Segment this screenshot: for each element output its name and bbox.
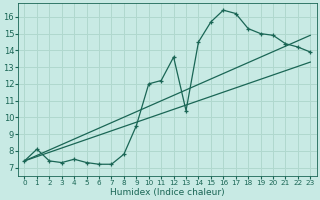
X-axis label: Humidex (Indice chaleur): Humidex (Indice chaleur) [110,188,225,197]
